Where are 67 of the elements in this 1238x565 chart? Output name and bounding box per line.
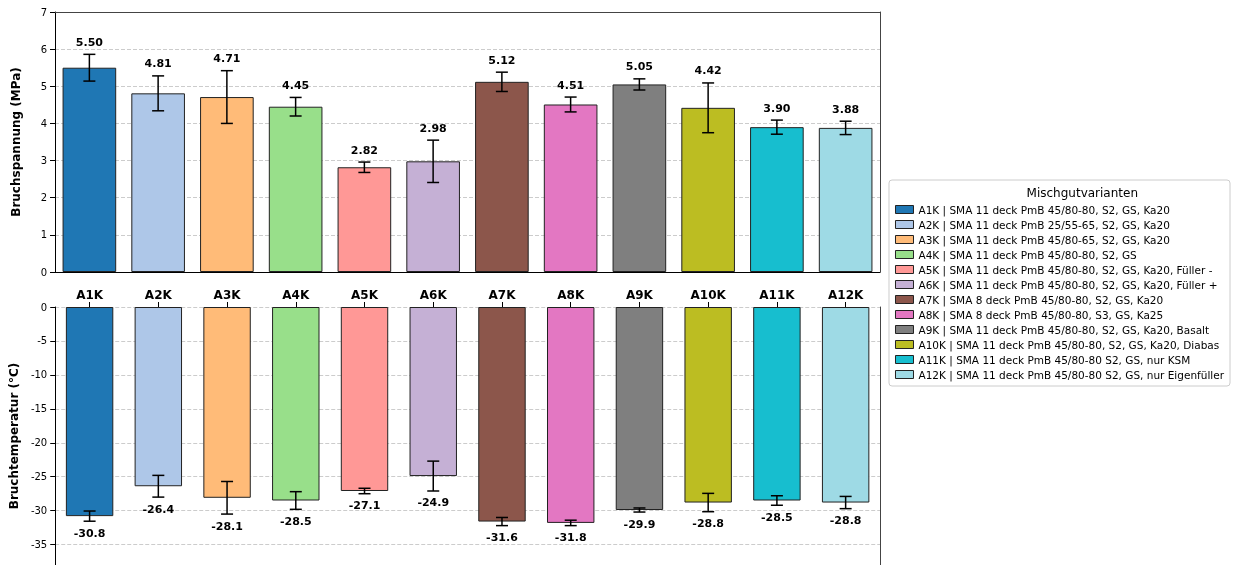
y-tick-label: 3 <box>40 155 47 167</box>
y-tick-label: 0 <box>40 266 47 278</box>
data-label: -28.1 <box>211 519 243 533</box>
data-label: 4.42 <box>694 64 722 78</box>
data-label: 5.12 <box>488 53 516 67</box>
data-label: 4.81 <box>144 57 172 71</box>
legend-label: A11K | SMA 11 deck PmB 45/80-80 S2, GS, nur KSM <box>918 353 1191 367</box>
x-tick-label: A10K <box>690 288 727 302</box>
y-tick-label: -20 <box>30 437 48 449</box>
data-label: 3.90 <box>763 101 791 115</box>
legend-title: Mischgutvarianten <box>1026 186 1139 200</box>
y-tick-label: 2 <box>40 192 47 204</box>
legend-label: A8K | SMA 8 deck PmB 45/80-80, S3, GS, Ka25 <box>918 308 1164 322</box>
y-tick-label: -35 <box>30 539 48 551</box>
x-tick-label: A8K <box>557 288 585 302</box>
y-tick-label: -5 <box>37 335 48 347</box>
data-label: -28.5 <box>279 514 312 528</box>
y-tick-label: 4 <box>40 117 47 129</box>
y-tick-label: 0 <box>40 301 48 313</box>
x-tick-label: A1K <box>76 288 104 302</box>
y-axis-title: Bruchspannung (MPa) <box>9 67 23 217</box>
legend-label: A1K | SMA 11 deck PmB 45/80-80, S2, GS, Ka20 <box>918 203 1170 217</box>
x-tick-label: A2K <box>144 288 173 302</box>
y-tick-label: 5 <box>40 80 47 92</box>
data-label: -27.1 <box>348 499 381 513</box>
legend-label: A7K | SMA 8 deck PmB 45/80-80, S2, GS, Ka20 <box>918 293 1164 307</box>
legend-label: A5K | SMA 11 deck PmB 45/80-80, S2, GS, Ka20, Füller - <box>918 263 1213 277</box>
legend-label: A9K | SMA 11 deck PmB 45/80-80, S2, GS, Ka20, Basalt <box>918 323 1210 337</box>
x-tick-label: A3K <box>213 288 242 302</box>
data-label: 2.98 <box>419 121 447 135</box>
y-tick-label: 1 <box>40 229 47 241</box>
data-label: -28.5 <box>761 510 793 524</box>
data-label: -24.9 <box>417 496 450 510</box>
data-label: -26.4 <box>142 502 175 516</box>
data-label: -31.6 <box>486 531 519 545</box>
y-axis-title: Bruchtemperatur (°C) <box>7 362 21 510</box>
y-tick-label: -25 <box>30 471 48 483</box>
data-label: -31.8 <box>554 531 587 545</box>
legend-label: A3K | SMA 11 deck PmB 45/80-65, S2, GS, Ka20 <box>918 233 1170 247</box>
legend-label: A12K | SMA 11 deck PmB 45/80-80 S2, GS, nur Eigenfüller <box>918 368 1225 382</box>
data-label: -28.8 <box>829 514 862 528</box>
data-label: -29.9 <box>623 517 656 531</box>
x-tick-label: A5K <box>351 288 379 302</box>
legend-label: A10K | SMA 11 deck PmB 45/80-80, S2, GS, Ka20, Diabas <box>918 338 1220 352</box>
data-label: 5.50 <box>75 35 104 49</box>
y-tick-label: -30 <box>30 505 48 517</box>
x-tick-label: A6K <box>419 288 448 302</box>
data-label: 3.88 <box>832 102 860 116</box>
data-label: -28.8 <box>692 517 725 531</box>
y-tick-label: -10 <box>30 369 48 381</box>
data-label: 4.71 <box>213 52 241 66</box>
x-tick-label: A7K <box>488 288 517 302</box>
x-tick-label: A9K <box>625 288 654 302</box>
legend-label: A2K | SMA 11 deck PmB 25/55-65, S2, GS, Ka20 <box>918 218 1170 232</box>
data-label: -30.8 <box>73 526 106 540</box>
legend-label: A6K | SMA 11 deck PmB 45/80-80, S2, GS, Ka20, Füller + <box>918 278 1218 292</box>
data-label: 4.51 <box>557 78 585 92</box>
x-tick-label: A12K <box>827 288 864 302</box>
legend-label: A4K | SMA 11 deck PmB 45/80-80, S2, GS <box>918 248 1138 262</box>
y-tick-label: 6 <box>40 43 47 55</box>
y-tick-label: 7 <box>40 6 47 18</box>
data-label: 2.82 <box>350 143 378 157</box>
data-label: 5.05 <box>625 60 653 74</box>
data-label: 4.45 <box>282 78 310 92</box>
y-tick-label: -15 <box>30 403 48 415</box>
x-tick-label: A11K <box>759 288 796 302</box>
x-tick-label: A4K <box>282 288 310 302</box>
